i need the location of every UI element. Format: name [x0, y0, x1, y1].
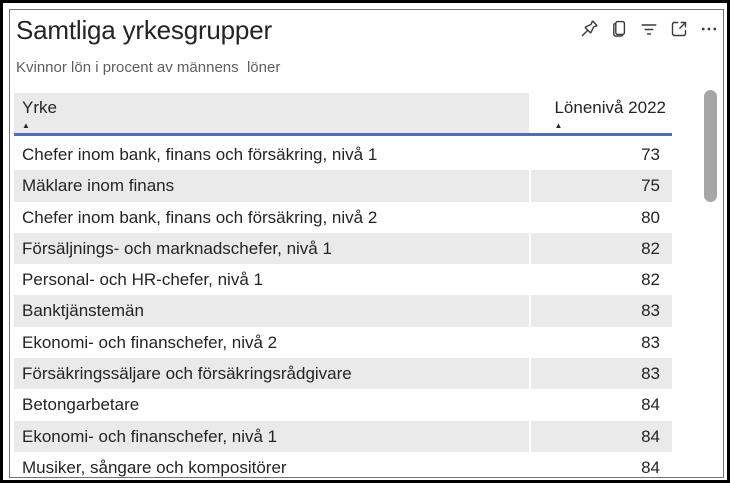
cell-yrke: Försäljnings- och marknadschefer, nivå 1 [14, 232, 529, 265]
pin-icon[interactable] [579, 19, 599, 39]
cell-yrke: Banktjänstemän [14, 295, 529, 327]
focus-mode-icon[interactable] [669, 19, 689, 39]
table-row[interactable]: Ekonomi- och finanschefer, nivå 2 83 [14, 326, 672, 359]
table-row[interactable]: Chefer inom bank, finans och försäkring,… [14, 139, 672, 171]
filter-icon[interactable] [639, 19, 659, 39]
table-row[interactable]: Musiker, sångare och kompositörer 84 [14, 451, 672, 477]
cell-value: 75 [531, 170, 672, 202]
cell-yrke: Försäkringssäljare och försäkringsrådgiv… [14, 358, 529, 390]
table-row[interactable]: Chefer inom bank, finans och försäkring,… [14, 201, 672, 233]
cell-value: 84 [531, 451, 672, 477]
table-row[interactable]: Ekonomi- och finanschefer, nivå 1 84 [14, 420, 672, 452]
table-body: Chefer inom bank, finans och försäkring,… [14, 139, 672, 477]
cell-value: 83 [531, 326, 672, 359]
table-row[interactable]: Mäklare inom finans 75 [14, 170, 672, 202]
visual-subtitle: Kvinnor lön i procent av männens löner [16, 59, 281, 76]
visual-title: Samtliga yrkesgrupper [16, 15, 272, 45]
cell-yrke: Chefer inom bank, finans och försäkring,… [14, 139, 529, 171]
cell-value: 82 [531, 264, 672, 296]
cell-yrke: Betongarbetare [14, 389, 529, 421]
table-visual: Samtliga yrkesgrupper [9, 9, 724, 478]
table-header: Yrke ▲ Lönenivå 2022 ▲ [14, 93, 672, 136]
cell-yrke: Ekonomi- och finanschefer, nivå 1 [14, 420, 529, 452]
cell-value: 80 [531, 201, 672, 233]
table-row[interactable]: Försäljnings- och marknadschefer, nivå 1… [14, 232, 672, 265]
cell-value: 83 [531, 358, 672, 390]
visual-toolbar [579, 14, 719, 39]
table-row[interactable]: Försäkringssäljare och försäkringsrådgiv… [14, 358, 672, 390]
visual-header: Samtliga yrkesgrupper [10, 10, 723, 46]
cell-yrke: Musiker, sångare och kompositörer [14, 451, 529, 477]
column-header-inner: Lönenivå 2022 ▲ [554, 98, 666, 133]
cell-yrke: Mäklare inom finans [14, 170, 529, 202]
cell-value: 73 [531, 139, 672, 171]
cell-yrke: Chefer inom bank, finans och försäkring,… [14, 201, 529, 233]
column-header-lonenivaa[interactable]: Lönenivå 2022 ▲ [531, 93, 672, 133]
cell-value: 83 [531, 295, 672, 327]
cell-value: 84 [531, 420, 672, 452]
table-row[interactable]: Betongarbetare 84 [14, 389, 672, 421]
cell-yrke: Ekonomi- och finanschefer, nivå 2 [14, 326, 529, 359]
table-row[interactable]: Personal- och HR-chefer, nivå 1 82 [14, 264, 672, 296]
table-row[interactable]: Banktjänstemän 83 [14, 295, 672, 327]
column-header-yrke[interactable]: Yrke ▲ [14, 93, 529, 133]
scrollbar-thumb[interactable] [704, 90, 717, 202]
sort-ascending-icon: ▲ [554, 121, 563, 130]
sort-ascending-icon: ▲ [22, 121, 30, 130]
column-label: Yrke [22, 98, 57, 117]
data-table: Yrke ▲ Lönenivå 2022 ▲ Chefer inom bank,… [14, 93, 672, 477]
column-label: Lönenivå 2022 [554, 98, 666, 117]
copy-icon[interactable] [609, 19, 629, 39]
cell-value: 82 [531, 232, 672, 265]
more-options-icon[interactable] [699, 19, 719, 39]
cell-yrke: Personal- och HR-chefer, nivå 1 [14, 264, 529, 296]
cell-value: 84 [531, 389, 672, 421]
